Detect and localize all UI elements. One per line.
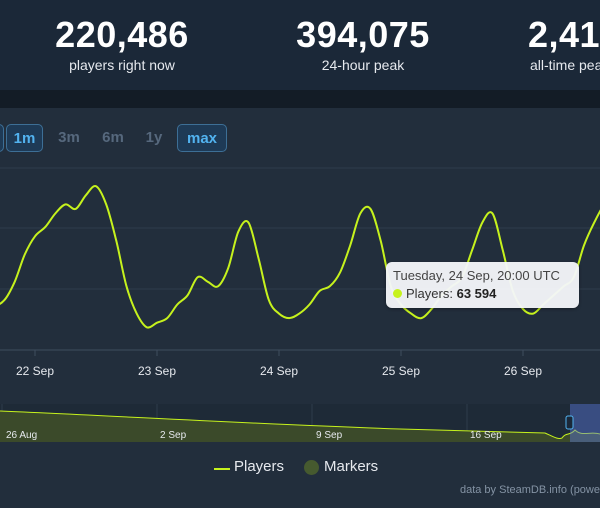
navigator-area <box>0 411 600 442</box>
chart-tooltip: Tuesday, 24 Sep, 20:00 UTC Players: 63 5… <box>386 262 579 308</box>
stats-band: 220,486 players right now 394,075 24-hou… <box>0 0 600 90</box>
stat-label: 24-hour peak <box>321 57 405 73</box>
stat-24h-peak: 394,075 24-hour peak <box>293 14 433 74</box>
navigator-tick-label: 9 Sep <box>316 430 343 441</box>
tooltip-value: 63 594 <box>456 286 497 301</box>
tooltip-title: Tuesday, 24 Sep, 20:00 UTC <box>393 268 560 283</box>
stat-value: 394,075 <box>296 14 430 55</box>
grid-lines <box>0 167 600 351</box>
x-tick-label: 22 Sep <box>16 364 54 378</box>
range-button-1y[interactable]: 1y <box>145 129 163 146</box>
stat-value: 2,415 <box>528 14 600 55</box>
x-tick-label: 25 Sep <box>382 364 420 378</box>
data-credit[interactable]: data by SteamDB.info (powe <box>459 484 600 496</box>
x-tick-label: 24 Sep <box>260 364 298 378</box>
navigator: 26 Aug 2 Sep 9 Sep 16 Sep <box>0 404 600 442</box>
navigator-tick-label: 16 Sep <box>470 430 502 441</box>
x-tick-label: 23 Sep <box>138 364 176 378</box>
navigator-selection <box>570 404 600 442</box>
stat-all-time-peak: 2,415 all-time pea <box>528 14 600 74</box>
stat-label: all-time pea <box>530 57 600 73</box>
range-selector: 1m 3m 6m 1y max <box>0 124 600 156</box>
range-button-3m[interactable]: 3m <box>58 129 80 146</box>
x-axis-ticks: 22 Sep 23 Sep 24 Sep 25 Sep 26 Sep <box>16 350 542 378</box>
range-button-1m[interactable]: 1m <box>6 124 43 152</box>
navigator-handle[interactable] <box>565 415 574 430</box>
tooltip-row: Players: 63 594 <box>393 285 572 303</box>
x-tick-label: 26 Sep <box>504 364 542 378</box>
players-series-line <box>0 185 600 329</box>
stat-label: players right now <box>69 57 175 73</box>
stat-current-players: 220,486 players right now <box>52 14 192 74</box>
stat-value: 220,486 <box>55 14 189 55</box>
tooltip-series-dot <box>393 289 402 298</box>
legend-players-swatch <box>214 468 230 470</box>
legend-markers-swatch <box>304 460 319 475</box>
divider-band <box>0 90 600 108</box>
navigator-tick-label: 2 Sep <box>160 430 187 441</box>
navigator-tick-label: 26 Aug <box>6 430 37 441</box>
range-button-max[interactable]: max <box>177 124 227 152</box>
chart-legend: Players Markers <box>0 458 600 480</box>
tooltip-series-label: Players: <box>406 286 453 301</box>
range-button-6m[interactable]: 6m <box>102 129 124 146</box>
navigator-line <box>0 410 600 439</box>
legend-players[interactable]: Players <box>234 458 285 475</box>
legend-markers[interactable]: Markers <box>324 458 379 475</box>
